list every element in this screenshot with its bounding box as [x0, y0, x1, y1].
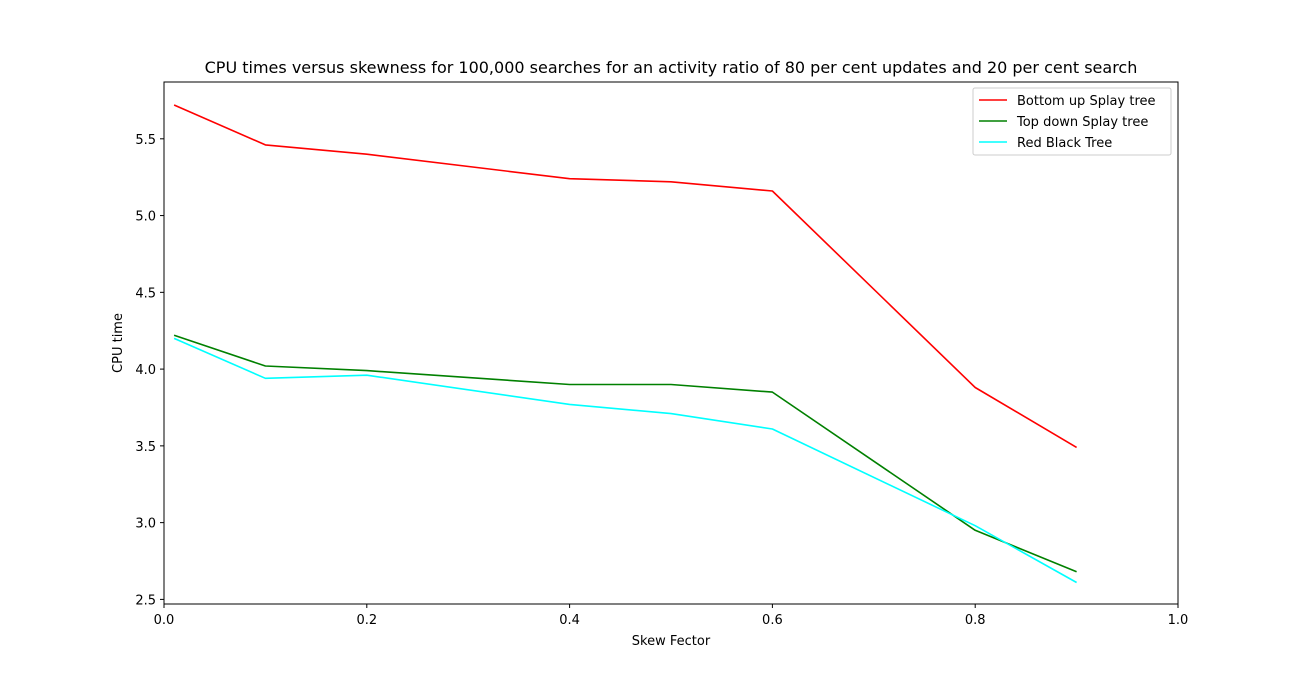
- y-tick-label: 5.5: [135, 133, 156, 148]
- x-tick-label: 0.8: [965, 613, 986, 628]
- y-axis-ticks: 2.5 3.0 3.5 4.0 4.5 5.0 5.5: [135, 133, 164, 608]
- legend-label-red-black-tree: Red Black Tree: [1017, 136, 1112, 151]
- x-tick-label: 0.0: [154, 613, 175, 628]
- y-tick-label: 4.0: [135, 363, 156, 378]
- y-tick-label: 3.5: [135, 440, 156, 455]
- series-line-bottom-up-splay-tree: [173, 104, 1078, 449]
- x-axis-ticks: 0.0 0.2 0.4 0.6 0.8 1.0: [154, 604, 1189, 628]
- legend-entries: Bottom up Splay tree Top down Splay tree R…: [979, 94, 1156, 151]
- x-tick-label: 0.4: [559, 613, 580, 628]
- plot-lines: [173, 104, 1078, 584]
- x-axis-label: Skew Fector: [632, 634, 711, 649]
- x-tick-label: 1.0: [1168, 613, 1189, 628]
- y-tick-label: 2.5: [135, 593, 156, 608]
- y-tick-label: 4.5: [135, 286, 156, 301]
- plot-frame: [163, 81, 1179, 605]
- y-tick-label: 3.0: [135, 517, 156, 532]
- legend-label-bottom-up-splay-tree: Bottom up Splay tree: [1017, 94, 1156, 109]
- series-line-top-down-splay-tree: [173, 334, 1077, 573]
- y-axis-label: CPU time: [111, 313, 126, 373]
- chart-title: CPU times versus skewness for 100,000 se…: [205, 58, 1138, 77]
- x-tick-label: 0.6: [762, 613, 783, 628]
- legend: Bottom up Splay tree Top down Splay tree R…: [972, 87, 1172, 156]
- x-tick-label: 0.2: [356, 613, 377, 628]
- legend-label-top-down-splay-tree: Top down Splay tree: [1016, 115, 1148, 130]
- series-line-red-black-tree: [173, 337, 1077, 584]
- legend-box: [972, 87, 1172, 156]
- y-tick-label: 5.0: [135, 210, 156, 225]
